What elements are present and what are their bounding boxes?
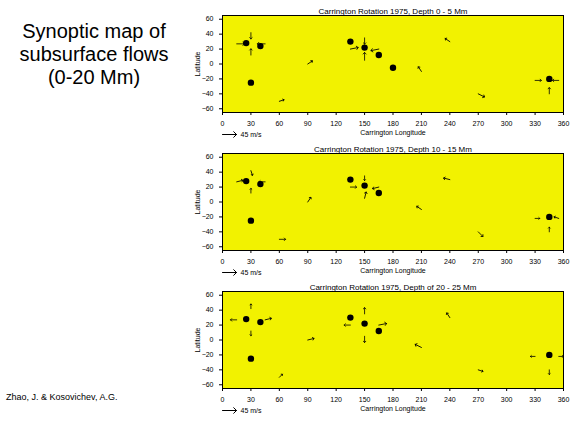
- svg-text:20: 20: [206, 321, 214, 328]
- svg-text:150: 150: [359, 396, 371, 403]
- svg-text:150: 150: [359, 258, 371, 265]
- svg-text:180: 180: [387, 258, 399, 265]
- svg-text:30: 30: [247, 396, 255, 403]
- svg-text:360: 360: [558, 120, 570, 127]
- svg-text:330: 330: [529, 120, 541, 127]
- svg-text:60: 60: [275, 396, 283, 403]
- svg-text:300: 300: [501, 120, 513, 127]
- svg-text:210: 210: [416, 258, 428, 265]
- svg-text:40: 40: [206, 168, 214, 175]
- svg-text:60: 60: [206, 15, 214, 22]
- svg-text:300: 300: [501, 396, 513, 403]
- svg-text:0: 0: [210, 336, 214, 343]
- svg-text:180: 180: [387, 120, 399, 127]
- svg-text:Carrington Rotation 1975, Dept: Carrington Rotation 1975, Depth 10 - 15 …: [314, 145, 472, 154]
- svg-text:90: 90: [304, 120, 312, 127]
- svg-text:240: 240: [444, 258, 456, 265]
- svg-text:0: 0: [221, 120, 225, 127]
- svg-text:−40: −40: [202, 228, 214, 235]
- svg-text:240: 240: [444, 396, 456, 403]
- svg-text:120: 120: [330, 120, 342, 127]
- svg-text:270: 270: [472, 258, 484, 265]
- svg-text:360: 360: [558, 396, 570, 403]
- svg-text:150: 150: [359, 120, 371, 127]
- svg-text:120: 120: [330, 258, 342, 265]
- svg-text:Carrington Longitude: Carrington Longitude: [360, 405, 425, 413]
- svg-text:Latitude: Latitude: [194, 327, 201, 352]
- svg-text:40: 40: [206, 306, 214, 313]
- svg-text:60: 60: [275, 120, 283, 127]
- svg-text:−40: −40: [202, 366, 214, 373]
- svg-text:40: 40: [206, 30, 214, 37]
- svg-text:−20: −20: [202, 75, 214, 82]
- svg-text:Carrington Rotation 1975, Dept: Carrington Rotation 1975, Depth 0 - 5 Mm: [319, 7, 468, 16]
- html-text:Synoptic map of subsurface flo: Synoptic map of subsurface flows (0-20 M…: [19, 20, 169, 88]
- html-text:Zhao, J. & Kosovichev, A.G.: Zhao, J. & Kosovichev, A.G.: [6, 392, 118, 402]
- svg-text:−20: −20: [202, 351, 214, 358]
- svg-text:−40: −40: [202, 90, 214, 97]
- svg-text:180: 180: [387, 396, 399, 403]
- svg-text:0: 0: [221, 258, 225, 265]
- svg-text:Carrington Rotation 1975, Dept: Carrington Rotation 1975, Depth of 20 - …: [310, 283, 477, 292]
- svg-text:330: 330: [529, 258, 541, 265]
- svg-text:90: 90: [304, 258, 312, 265]
- svg-text:330: 330: [529, 396, 541, 403]
- svg-text:20: 20: [206, 45, 214, 52]
- svg-text:360: 360: [558, 258, 570, 265]
- svg-text:0: 0: [210, 60, 214, 67]
- svg-text:Latitude: Latitude: [194, 189, 201, 214]
- svg-text:210: 210: [416, 396, 428, 403]
- svg-text:270: 270: [472, 396, 484, 403]
- svg-text:60: 60: [206, 291, 214, 298]
- svg-text:120: 120: [330, 396, 342, 403]
- svg-text:−20: −20: [202, 213, 214, 220]
- svg-text:−60: −60: [202, 105, 214, 112]
- svg-text:Carrington Longitude: Carrington Longitude: [360, 129, 425, 137]
- svg-text:45 m/s: 45 m/s: [241, 407, 263, 414]
- svg-text:−60: −60: [202, 381, 214, 388]
- svg-text:300: 300: [501, 258, 513, 265]
- svg-text:0: 0: [210, 198, 214, 205]
- svg-text:60: 60: [275, 258, 283, 265]
- svg-text:45 m/s: 45 m/s: [241, 269, 263, 276]
- svg-text:90: 90: [304, 396, 312, 403]
- svg-text:45 m/s: 45 m/s: [241, 131, 263, 138]
- svg-text:Latitude: Latitude: [194, 51, 201, 76]
- svg-text:Carrington Longitude: Carrington Longitude: [360, 267, 425, 275]
- svg-text:270: 270: [472, 120, 484, 127]
- svg-text:30: 30: [247, 258, 255, 265]
- svg-text:−60: −60: [202, 243, 214, 250]
- svg-text:60: 60: [206, 153, 214, 160]
- svg-text:240: 240: [444, 120, 456, 127]
- svg-text:20: 20: [206, 183, 214, 190]
- svg-text:30: 30: [247, 120, 255, 127]
- svg-text:0: 0: [221, 396, 225, 403]
- svg-text:210: 210: [416, 120, 428, 127]
